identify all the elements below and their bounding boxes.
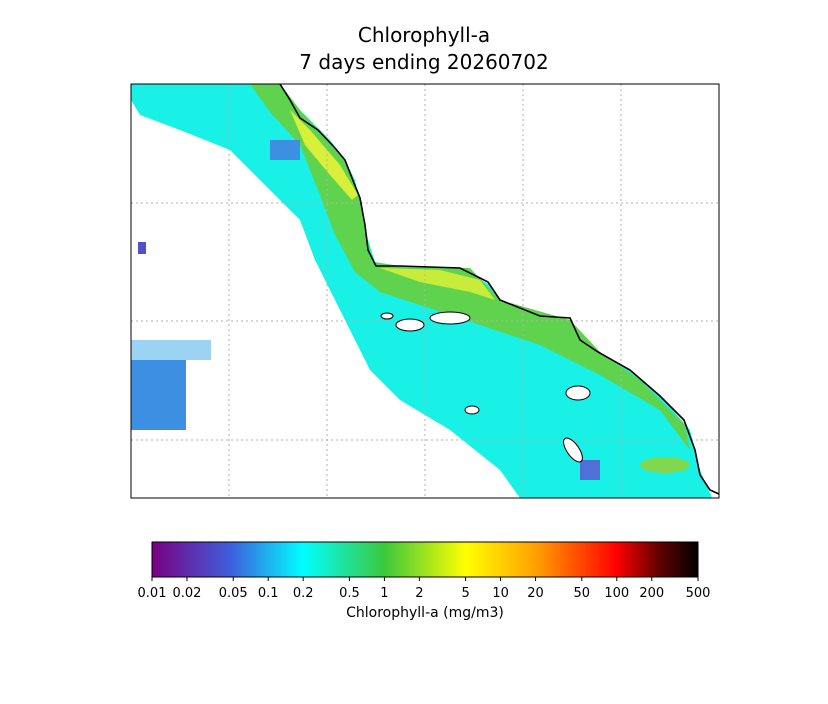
ocean-data-blue	[270, 140, 300, 160]
ocean-data-green	[250, 84, 690, 450]
island	[464, 405, 480, 415]
coastline	[279, 84, 719, 495]
subtitle: 7 days ending 20260702	[299, 50, 548, 74]
tick-label: 0.01	[138, 586, 167, 601]
ocean-data-blue	[131, 360, 186, 430]
tick-label: 0.05	[219, 586, 248, 601]
ocean-data-blue	[580, 460, 600, 480]
title: Chlorophyll-a	[358, 23, 490, 47]
ocean-data-blue	[131, 340, 211, 360]
tick-label: 50	[574, 586, 591, 601]
colorbar-ticks: 0.01 0.02 0.05 0.1 0.2 0.5 1 2 5 10 20 50 100 200 500	[138, 577, 711, 601]
island	[395, 318, 425, 332]
tick-label: 100	[604, 586, 629, 601]
island	[563, 437, 583, 463]
tick-label: 10	[492, 586, 509, 601]
ocean-data-green	[640, 457, 690, 473]
tick-label: 1	[380, 586, 388, 601]
ocean-data-yellow	[380, 268, 495, 300]
map	[131, 84, 719, 498]
map-frame	[130, 83, 720, 499]
tick-label: 2	[415, 586, 423, 601]
tick-label: 0.1	[258, 586, 279, 601]
ocean-data-yellow	[290, 110, 358, 200]
island	[565, 385, 591, 401]
tick-label: 5	[461, 586, 469, 601]
tick-label: 500	[686, 586, 711, 601]
tick-label: 200	[639, 586, 664, 601]
island	[380, 312, 394, 320]
colorbar-label: Chlorophyll-a (mg/m3)	[346, 605, 504, 621]
tick-label: 0.2	[293, 586, 314, 601]
tick-label: 20	[527, 586, 544, 601]
island	[429, 311, 471, 325]
tick-label: 0.5	[339, 586, 360, 601]
tick-label: 0.02	[173, 586, 202, 601]
ocean-data-purple	[138, 242, 146, 254]
colorbar	[151, 541, 699, 578]
